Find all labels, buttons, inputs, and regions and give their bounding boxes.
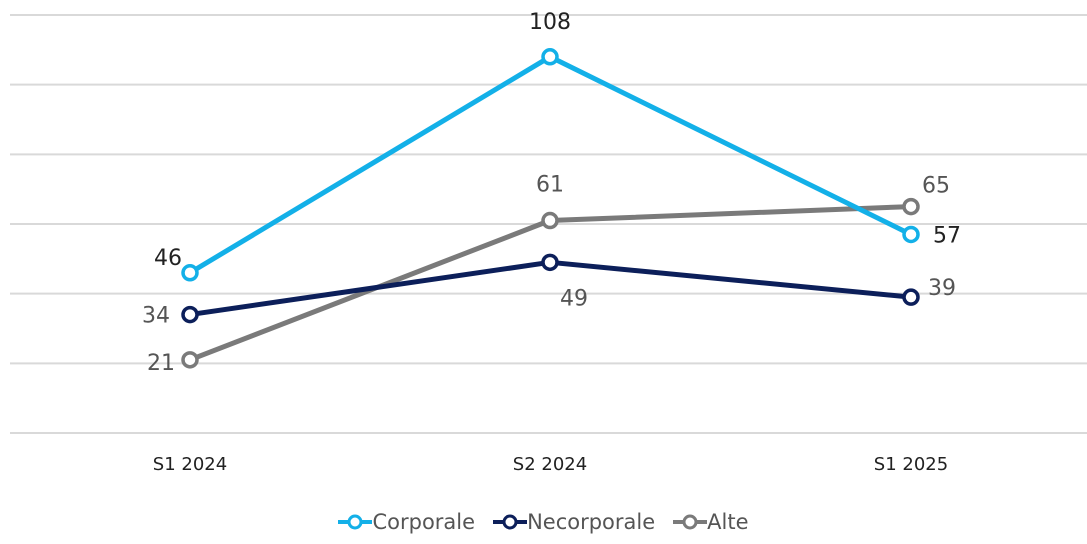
data-point[interactable] bbox=[543, 50, 557, 64]
data-label: 21 bbox=[147, 351, 175, 376]
series-line bbox=[190, 207, 911, 360]
data-point[interactable] bbox=[183, 308, 197, 322]
legend-item-alte[interactable]: Alte bbox=[673, 510, 748, 534]
line-chart: S1 2024 S2 2024 S1 2025 46 108 57 34 49 39 21 61 6… bbox=[0, 0, 1087, 500]
series-lines bbox=[190, 57, 911, 360]
legend-swatch-alte bbox=[673, 512, 707, 532]
data-point[interactable] bbox=[904, 290, 918, 304]
series-line bbox=[190, 57, 911, 273]
data-point[interactable] bbox=[543, 214, 557, 228]
data-label: 39 bbox=[928, 276, 956, 301]
data-label: 46 bbox=[154, 246, 182, 271]
legend-label-necorporale: Necorporale bbox=[527, 510, 655, 534]
legend-item-corporale[interactable]: Corporale bbox=[338, 510, 475, 534]
x-axis-ticks: S1 2024 S2 2024 S1 2025 bbox=[153, 454, 948, 475]
data-label: 108 bbox=[529, 10, 571, 35]
x-tick-label: S1 2025 bbox=[874, 454, 948, 475]
legend: Corporale Necorporale Alte bbox=[0, 510, 1087, 534]
data-label: 57 bbox=[933, 223, 961, 248]
data-point[interactable] bbox=[904, 227, 918, 241]
legend-swatch-necorporale bbox=[493, 512, 527, 532]
data-label: 49 bbox=[560, 286, 588, 311]
legend-swatch-corporale bbox=[338, 512, 372, 532]
data-point[interactable] bbox=[904, 200, 918, 214]
data-label: 34 bbox=[142, 304, 170, 329]
x-tick-label: S2 2024 bbox=[513, 454, 587, 475]
data-point[interactable] bbox=[183, 266, 197, 280]
x-tick-label: S1 2024 bbox=[153, 454, 227, 475]
legend-label-alte: Alte bbox=[707, 510, 748, 534]
data-point[interactable] bbox=[183, 353, 197, 367]
data-point[interactable] bbox=[543, 255, 557, 269]
data-label: 61 bbox=[536, 173, 564, 198]
data-label: 65 bbox=[922, 174, 950, 199]
legend-item-necorporale[interactable]: Necorporale bbox=[493, 510, 655, 534]
legend-label-corporale: Corporale bbox=[372, 510, 475, 534]
